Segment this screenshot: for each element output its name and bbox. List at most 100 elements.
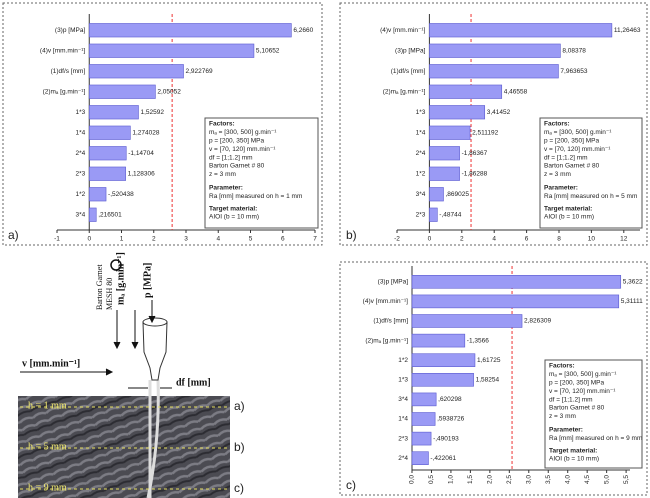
value-label: -,48744: [439, 211, 461, 218]
y-tick-label: 2*4: [75, 150, 85, 157]
bar: [429, 167, 459, 181]
value-label: 4,46558: [504, 88, 528, 95]
y-tick-label: 1*4: [416, 129, 426, 136]
y-tick-label: 2*4: [398, 455, 408, 462]
value-label: 7,963653: [560, 68, 587, 75]
note-heading: Factors:: [209, 121, 235, 128]
depth-label: c): [234, 481, 244, 495]
bar: [412, 295, 619, 308]
figure: Barton Garnet MESH 80 mₐ [g.min⁻¹] p [MP…: [0, 0, 650, 498]
value-label: 5,10652: [256, 47, 280, 54]
note: df = [1;1.2] mm: [544, 154, 588, 161]
depth-label: b): [234, 440, 245, 454]
note: AIOI (b = 10 mm): [209, 214, 259, 221]
bar: [429, 187, 443, 201]
value-label: 1,61725: [477, 357, 501, 364]
note: Ra [mm] measured on h = 1 mm: [209, 193, 302, 200]
x-tick-label: 0: [428, 236, 432, 243]
note: df = [1;1.2] mm: [549, 396, 593, 403]
y-tick-label: 1*3: [398, 377, 408, 384]
chart: 0,00,51,01,52,02,53,03,54,04,55,05,5(3)p…: [340, 262, 647, 495]
note: mₐ = [300, 500] g.min⁻¹: [209, 129, 277, 136]
value-label: -,490193: [433, 435, 459, 442]
y-tick-label: (2)mₐ [g.min⁻¹]: [383, 88, 426, 95]
x-tick-label: -1: [54, 236, 60, 243]
x-tick-label: 0,5: [428, 475, 435, 484]
flow-label: mₐ [g.min⁻¹]: [115, 252, 126, 305]
value-label: 1,58254: [476, 377, 500, 384]
value-label: 2,05052: [157, 88, 181, 95]
bar: [412, 432, 431, 445]
x-tick-label: 5,5: [623, 475, 630, 484]
x-tick-label: 0,0: [409, 475, 416, 484]
x-tick-label: 4: [216, 236, 220, 243]
panel-label: b): [346, 228, 357, 242]
note-heading: Parameter:: [544, 185, 578, 192]
y-tick-label: 2*3: [416, 211, 426, 218]
note: p = [200, 350] MPa: [549, 380, 604, 387]
y-tick-label: 1*4: [75, 129, 85, 136]
note-heading: Factors:: [549, 363, 575, 370]
depth: h = 5 mm: [28, 441, 67, 452]
x-tick-label: 1,0: [448, 475, 455, 484]
value-label: 8,08378: [562, 47, 586, 54]
nozzle-top: [143, 318, 167, 326]
note: Barton Garnet # 80: [549, 405, 605, 412]
x-tick-label: 4,0: [564, 475, 571, 484]
abrasive: MESH 80: [105, 278, 114, 310]
note-heading: Target material:: [209, 205, 257, 212]
y-tick-label: (2)mₐ [g.min⁻¹]: [365, 337, 408, 344]
x-tick-label: 5,0: [603, 475, 610, 484]
x-tick-label: 4: [492, 236, 496, 243]
note: v = [70, 120] mm.min⁻¹: [209, 146, 276, 153]
x-tick-label: 7: [313, 236, 317, 243]
y-tick-label: 2*4: [416, 150, 426, 157]
bar: [412, 275, 621, 288]
value-label: ,216501: [98, 211, 122, 218]
bar: [412, 393, 436, 406]
x-tick-label: 2: [152, 236, 156, 243]
y-tick-label: 1*2: [398, 357, 408, 364]
bar: [89, 44, 254, 58]
bar: [429, 44, 560, 58]
value-label: -,422061: [430, 455, 456, 462]
x-tick-label: 3: [184, 236, 188, 243]
y-tick-label: (1)df/s [mm]: [391, 68, 426, 75]
x-tick-label: 12: [620, 236, 628, 243]
x-tick-label: 1: [120, 236, 124, 243]
speed-label: v [mm.min⁻¹]: [22, 358, 80, 369]
bar: [89, 23, 291, 37]
value-label: ,5938726: [437, 416, 464, 423]
y-tick-label: (1)df/s [mm]: [51, 68, 86, 75]
y-tick-label: (2)mₐ [g.min⁻¹]: [43, 88, 86, 95]
diagram: Barton Garnet MESH 80 mₐ [g.min⁻¹] p [MP…: [18, 252, 245, 498]
note: df = [1;1.2] mm: [209, 154, 253, 161]
value-label: -1,14704: [128, 150, 154, 157]
x-tick-label: 3,5: [545, 475, 552, 484]
value-label: -1,86288: [462, 170, 488, 177]
bar: [412, 354, 475, 367]
bar: [429, 105, 484, 119]
x-tick-label: 4,5: [584, 475, 591, 484]
note: v = [70, 120] mm.min⁻¹: [549, 388, 616, 395]
note: mₐ = [300, 500] g.min⁻¹: [549, 371, 617, 378]
x-tick-label: 6: [281, 236, 285, 243]
note: Ra [mm] measured on h = 5 mm: [544, 193, 637, 200]
y-tick-label: (3)p [MPa]: [378, 279, 409, 286]
y-tick-label: (4)v [mm.min⁻¹]: [380, 27, 426, 34]
y-tick-label: 1*2: [75, 191, 85, 198]
y-tick-label: (1)df/s [mm]: [373, 318, 408, 325]
value-label: 2,826309: [524, 318, 551, 325]
bar: [89, 105, 138, 119]
bar: [412, 413, 435, 426]
value-label: 5,31111: [621, 298, 643, 305]
bar: [429, 23, 611, 37]
bar: [412, 373, 474, 386]
y-tick-label: (3)p [MPa]: [55, 27, 86, 34]
note: v = [70, 120] mm.min⁻¹: [544, 146, 611, 153]
y-tick-label: 1*2: [416, 170, 426, 177]
note: Ra [mm] measured on h = 9 mm: [549, 435, 642, 442]
bar: [412, 452, 428, 465]
bar: [429, 64, 558, 78]
